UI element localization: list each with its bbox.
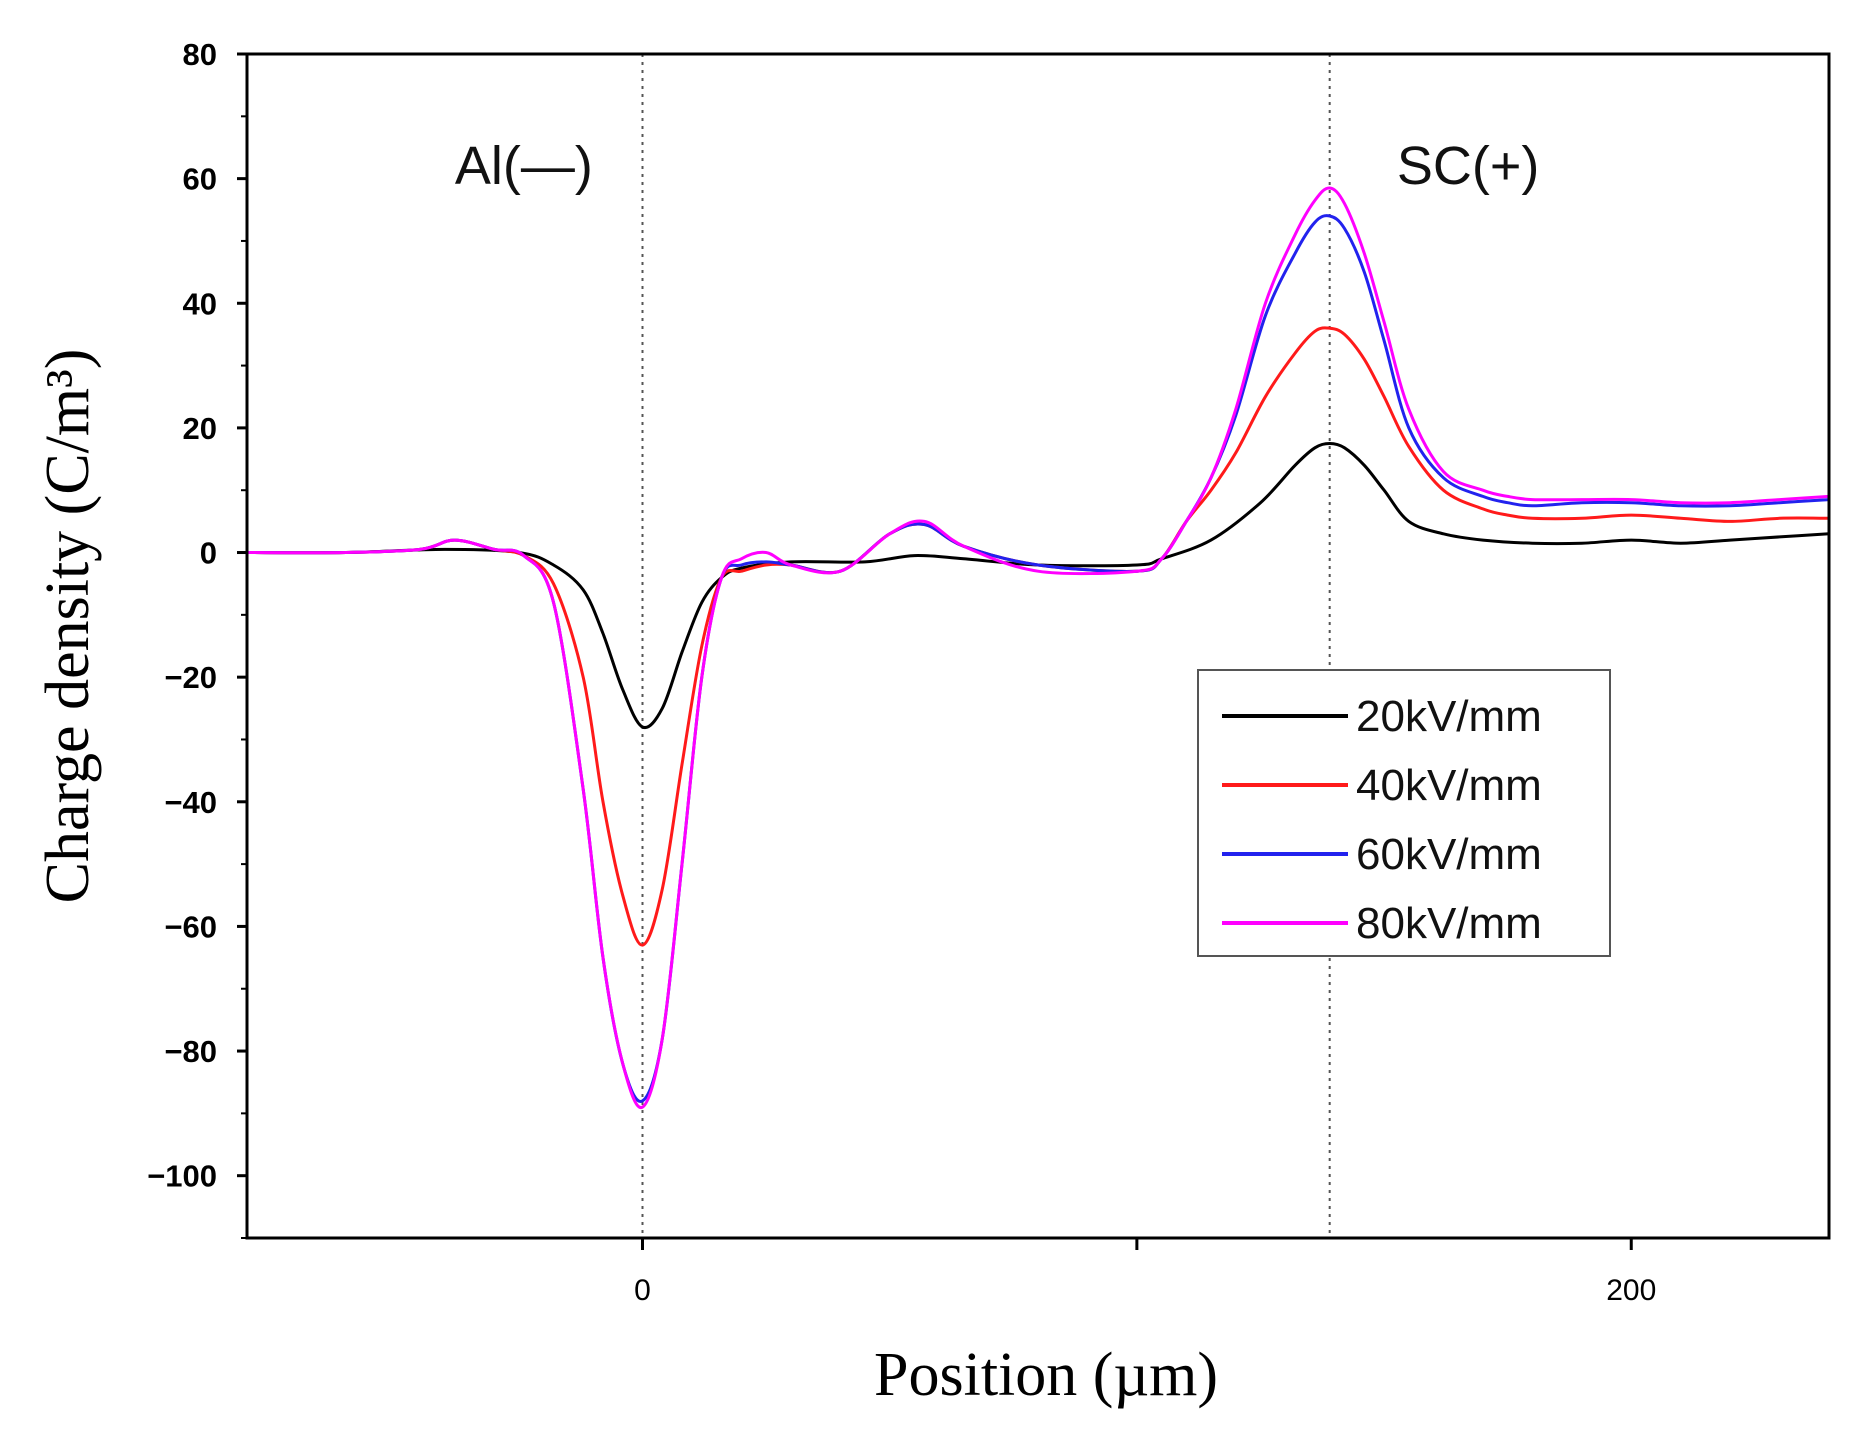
x-axis-title: Position (µm) xyxy=(874,1341,1218,1409)
y-tick-label: −20 xyxy=(164,660,217,695)
legend-label: 20kV/mm xyxy=(1356,692,1542,741)
y-tick-label: 20 xyxy=(183,411,217,446)
y-tick-label: −60 xyxy=(164,909,217,944)
y-tick-label: −40 xyxy=(164,785,217,820)
legend-label: 60kV/mm xyxy=(1356,830,1542,879)
annotations: Al(—) SC(+) xyxy=(455,136,1540,196)
y-tick-label: −100 xyxy=(147,1159,217,1194)
annotation-al-electrode: Al(—) xyxy=(455,136,593,196)
series-line-80kvmm xyxy=(246,186,1830,1109)
legend-label: 80kV/mm xyxy=(1356,899,1542,948)
series-line-20kvmm xyxy=(246,442,1830,730)
legend-label: 40kV/mm xyxy=(1356,761,1542,810)
plot-frame xyxy=(245,52,1831,1240)
legend: 20kV/mm 40kV/mm 60kV/mm 80kV/mm xyxy=(1197,669,1611,957)
y-tick-label: 40 xyxy=(183,286,217,321)
reference-lines xyxy=(641,54,1331,1238)
y-axis-title: Charge density (C/m³) xyxy=(34,349,102,904)
annotation-sc-electrode: SC(+) xyxy=(1397,136,1540,196)
y-tick-label: 80 xyxy=(183,37,217,72)
x-tick-label: 0 xyxy=(634,1274,651,1307)
series-layer xyxy=(246,186,1830,1109)
y-tick-label: 0 xyxy=(200,536,217,571)
x-tick-label: 200 xyxy=(1606,1274,1656,1307)
y-tick-label: −80 xyxy=(164,1034,217,1069)
y-tick-label: 60 xyxy=(183,162,217,197)
